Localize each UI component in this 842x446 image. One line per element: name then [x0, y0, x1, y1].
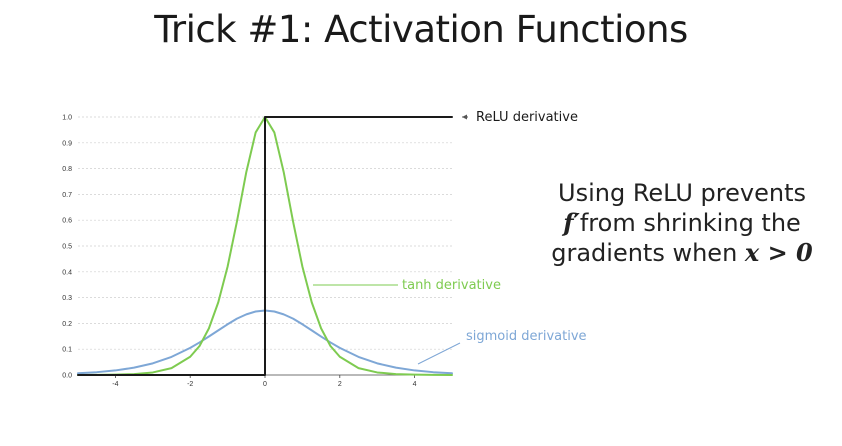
note-text-3: gradients when [551, 239, 745, 267]
note-line-2: f′from shrinking the [532, 208, 832, 238]
series-line-relu-derivative [77, 116, 453, 376]
series-lines [77, 116, 453, 376]
x-tick-label-1: -2 [187, 381, 193, 388]
note-line-1: Using ReLU prevents [558, 179, 806, 207]
note-math-fprime: f′ [563, 208, 580, 237]
annotations: ReLU derivative tanh derivative sigmoid de… [313, 110, 587, 365]
note-text-2: from shrinking the [579, 209, 801, 237]
y-tick-label-5: 0.5 [62, 244, 72, 251]
annotation-pointer-sigmoid-derivative [417, 342, 461, 365]
y-tick-label-4: 0.4 [62, 269, 72, 276]
axes: 0.0 0.1 0.2 0.3 0.4 0.5 0.6 0.7 0.8 0.9 1.0 -4 -2 0 2 4 [62, 115, 452, 388]
x-tick-label-3: 2 [338, 381, 342, 388]
x-tick-label-4: 4 [413, 381, 417, 388]
y-tick-label-0: 0.0 [62, 373, 72, 380]
slide-title: Trick #1: Activation Functions [154, 8, 688, 51]
y-tick-label-7: 0.7 [62, 192, 72, 199]
y-tick-label-3: 0.3 [62, 295, 72, 302]
y-tick-label-6: 0.6 [62, 218, 72, 225]
note-line-3: gradients when x > 0 [532, 238, 832, 268]
note-math-condition: x > 0 [744, 238, 813, 267]
annotation-label-relu-derivative: ReLU derivative [476, 110, 578, 125]
y-tick-label-10: 1.0 [62, 115, 72, 122]
annotation-label-tanh-derivative: tanh derivative [402, 278, 501, 293]
y-tick-label-1: 0.1 [62, 347, 72, 354]
y-tick-label-9: 0.9 [62, 140, 72, 147]
x-tick-label-0: -4 [112, 381, 118, 388]
y-tick-label-8: 0.8 [62, 166, 72, 173]
x-tick-label-2: 0 [263, 381, 267, 388]
y-tick-label-2: 0.2 [62, 321, 72, 328]
annotation-label-sigmoid-derivative: sigmoid derivative [466, 329, 587, 344]
annotation-arrowhead-relu-derivative [462, 114, 467, 120]
side-note: Using ReLU prevents f′from shrinking the… [532, 178, 832, 268]
